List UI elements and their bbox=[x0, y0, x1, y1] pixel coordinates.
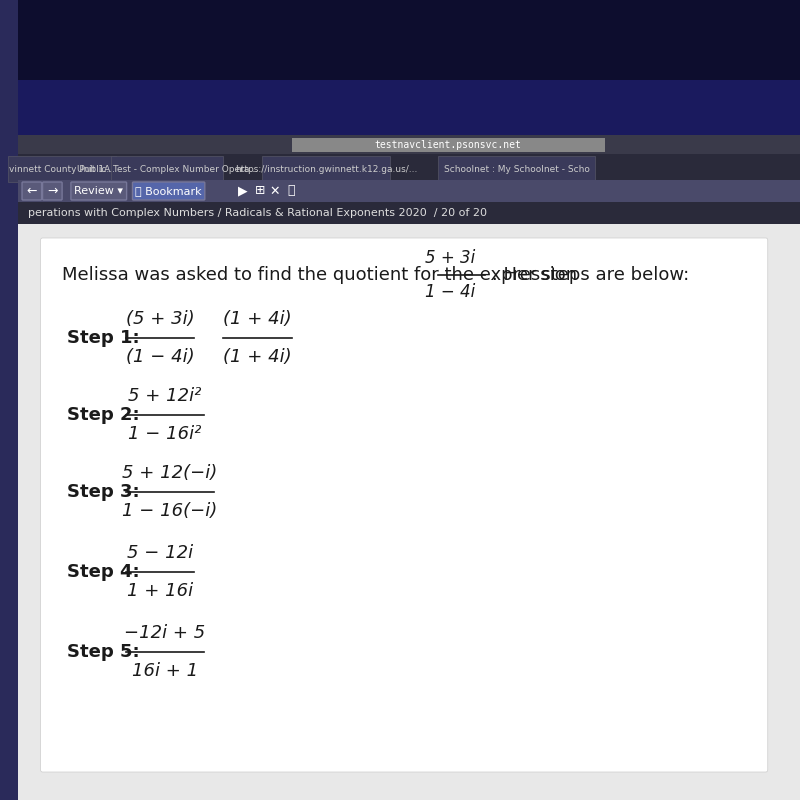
FancyBboxPatch shape bbox=[42, 182, 62, 200]
Text: ▶: ▶ bbox=[238, 185, 248, 198]
FancyBboxPatch shape bbox=[111, 156, 223, 182]
Text: (1 − 4i): (1 − 4i) bbox=[126, 348, 194, 366]
Text: testnavclient.psonsvc.net: testnavclient.psonsvc.net bbox=[374, 140, 522, 150]
Text: Step 1:: Step 1: bbox=[67, 329, 140, 347]
FancyBboxPatch shape bbox=[18, 154, 800, 182]
Text: (1 + 4i): (1 + 4i) bbox=[223, 348, 292, 366]
Text: Schoolnet : My Schoolnet - Scho: Schoolnet : My Schoolnet - Scho bbox=[444, 165, 590, 174]
Text: Unit 1A Test - Complex Number Opera...: Unit 1A Test - Complex Number Opera... bbox=[77, 165, 258, 174]
FancyBboxPatch shape bbox=[18, 80, 800, 140]
FancyBboxPatch shape bbox=[18, 202, 800, 224]
Text: 5 + 12i²: 5 + 12i² bbox=[128, 387, 202, 405]
FancyBboxPatch shape bbox=[18, 180, 800, 202]
FancyBboxPatch shape bbox=[18, 224, 800, 800]
FancyBboxPatch shape bbox=[438, 156, 594, 182]
FancyBboxPatch shape bbox=[41, 238, 768, 772]
Text: ⊞: ⊞ bbox=[255, 185, 266, 198]
Text: Melissa was asked to find the quotient for the expression: Melissa was asked to find the quotient f… bbox=[62, 266, 578, 284]
Text: ⧉: ⧉ bbox=[287, 185, 294, 198]
Text: 1 − 16(−i): 1 − 16(−i) bbox=[122, 502, 218, 520]
Text: 5 + 3i: 5 + 3i bbox=[425, 249, 475, 267]
Text: Review ▾: Review ▾ bbox=[74, 186, 122, 196]
Text: Step 2:: Step 2: bbox=[67, 406, 140, 424]
Text: vinnett County Public...: vinnett County Public... bbox=[9, 165, 115, 174]
FancyBboxPatch shape bbox=[71, 182, 126, 200]
Text: 5 + 12(−i): 5 + 12(−i) bbox=[122, 464, 218, 482]
Text: Step 5:: Step 5: bbox=[67, 643, 140, 661]
Text: Step 3:: Step 3: bbox=[67, 483, 140, 501]
Text: (5 + 3i): (5 + 3i) bbox=[126, 310, 194, 328]
Text: https://instruction.gwinnett.k12.ga.us/...: https://instruction.gwinnett.k12.ga.us/.… bbox=[235, 165, 417, 174]
Text: . Her steps are below:: . Her steps are below: bbox=[492, 266, 690, 284]
FancyBboxPatch shape bbox=[133, 182, 205, 200]
FancyBboxPatch shape bbox=[18, 135, 800, 200]
Text: 1 + 16i: 1 + 16i bbox=[126, 582, 193, 600]
FancyBboxPatch shape bbox=[8, 156, 116, 182]
Text: ✕: ✕ bbox=[270, 185, 281, 198]
Text: (1 + 4i): (1 + 4i) bbox=[223, 310, 292, 328]
FancyBboxPatch shape bbox=[18, 0, 800, 80]
Text: perations with Complex Numbers / Radicals & Rational Exponents 2020  / 20 of 20: perations with Complex Numbers / Radical… bbox=[28, 208, 487, 218]
Text: Step 4:: Step 4: bbox=[67, 563, 140, 581]
Text: ←: ← bbox=[26, 185, 37, 198]
Text: 1 − 16i²: 1 − 16i² bbox=[128, 425, 202, 443]
FancyBboxPatch shape bbox=[292, 138, 605, 152]
Text: −12i + 5: −12i + 5 bbox=[124, 624, 206, 642]
Text: 5 − 12i: 5 − 12i bbox=[126, 544, 193, 562]
Text: 🔖 Bookmark: 🔖 Bookmark bbox=[135, 186, 202, 196]
FancyBboxPatch shape bbox=[262, 156, 390, 182]
FancyBboxPatch shape bbox=[22, 182, 42, 200]
Text: →: → bbox=[47, 185, 58, 198]
Text: 16i + 1: 16i + 1 bbox=[132, 662, 198, 680]
Text: 1 − 4i: 1 − 4i bbox=[425, 283, 475, 301]
